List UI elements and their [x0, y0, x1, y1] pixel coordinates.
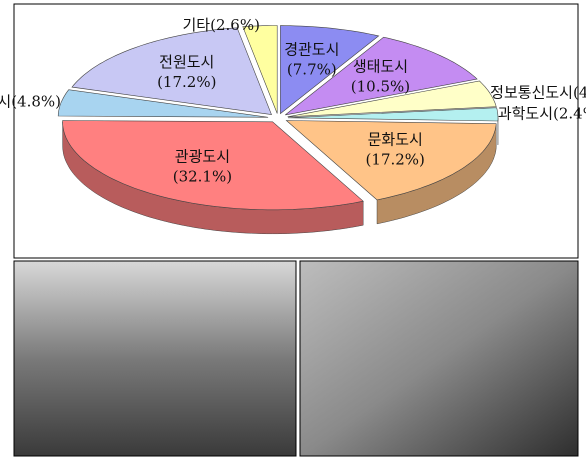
slice-value-label: (4.8%): [11, 93, 61, 111]
slice-value-label: (32.1%): [173, 168, 232, 186]
photo-left: [14, 261, 296, 456]
slice-value-label: (7.7%): [287, 61, 337, 79]
photo-right: [300, 261, 578, 456]
figure: 경관도시(7.7%)생태도시(10.5%)정보통신도시(4.8%)과학도시(2.…: [0, 0, 586, 460]
slice-name: 정보통신도시: [490, 84, 573, 102]
slice-name: 문화도시: [368, 130, 423, 148]
slice-name: 생태도시: [353, 58, 408, 76]
slice-value-label: (10.5%): [351, 78, 410, 96]
slice-label: 과학도시(2.4%): [498, 104, 586, 122]
slice-value-label: (2.6%): [210, 16, 260, 34]
slice-value-label: (17.2%): [157, 73, 216, 91]
slice-value-label: (17.2%): [366, 150, 425, 168]
slice-label: 기타(2.6%): [183, 16, 260, 34]
slice-name: 관광도시: [175, 148, 230, 166]
slice-label: 교육도시(4.8%): [0, 93, 61, 111]
slice-value-label: (4.8%): [573, 84, 586, 102]
slice-name: 전원도시: [159, 53, 214, 71]
slice-name: 경관도시: [284, 41, 339, 59]
slice-value-label: (2.4%): [553, 104, 586, 122]
slice-name: 기타: [183, 16, 211, 34]
slice-name: 교육도시: [0, 93, 11, 111]
slice-label: 정보통신도시(4.8%): [490, 84, 586, 102]
slice-name: 과학도시: [498, 104, 553, 122]
